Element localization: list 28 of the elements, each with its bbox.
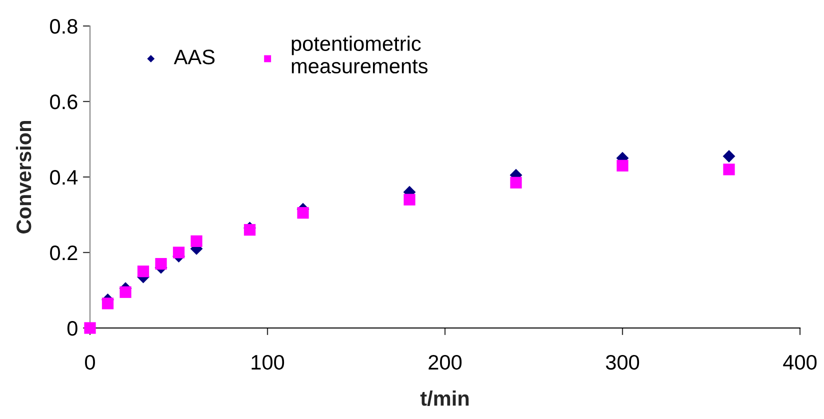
point <box>137 266 150 278</box>
point <box>172 246 185 258</box>
point <box>723 164 735 176</box>
x-tick-label: 0 <box>85 354 95 370</box>
point <box>155 258 167 270</box>
point <box>404 194 416 206</box>
point <box>297 207 309 219</box>
point <box>616 160 628 172</box>
y-tick-label: 0.4 <box>50 170 78 185</box>
point <box>510 176 522 188</box>
legend-label: AAS <box>174 50 215 64</box>
y-tick-label: 0.6 <box>50 94 78 110</box>
y-tick-label: 0.8 <box>50 19 78 34</box>
x-tick-label: 400 <box>783 354 817 370</box>
y-tick-label: 0 <box>67 321 78 336</box>
x-tick-label: 200 <box>428 354 462 370</box>
point <box>244 224 256 236</box>
x-axis-title: t/min <box>420 390 469 406</box>
x-tick-label: 100 <box>252 354 284 370</box>
y-tick-label: 0.2 <box>50 246 78 260</box>
y-axis-title: Conversion <box>16 120 32 234</box>
legend-label: potentiometric measurements <box>292 36 428 74</box>
point <box>120 286 132 298</box>
point <box>190 235 202 247</box>
point <box>84 322 96 334</box>
x-tick-label: 300 <box>606 354 640 370</box>
point <box>722 150 736 162</box>
point <box>102 298 114 310</box>
